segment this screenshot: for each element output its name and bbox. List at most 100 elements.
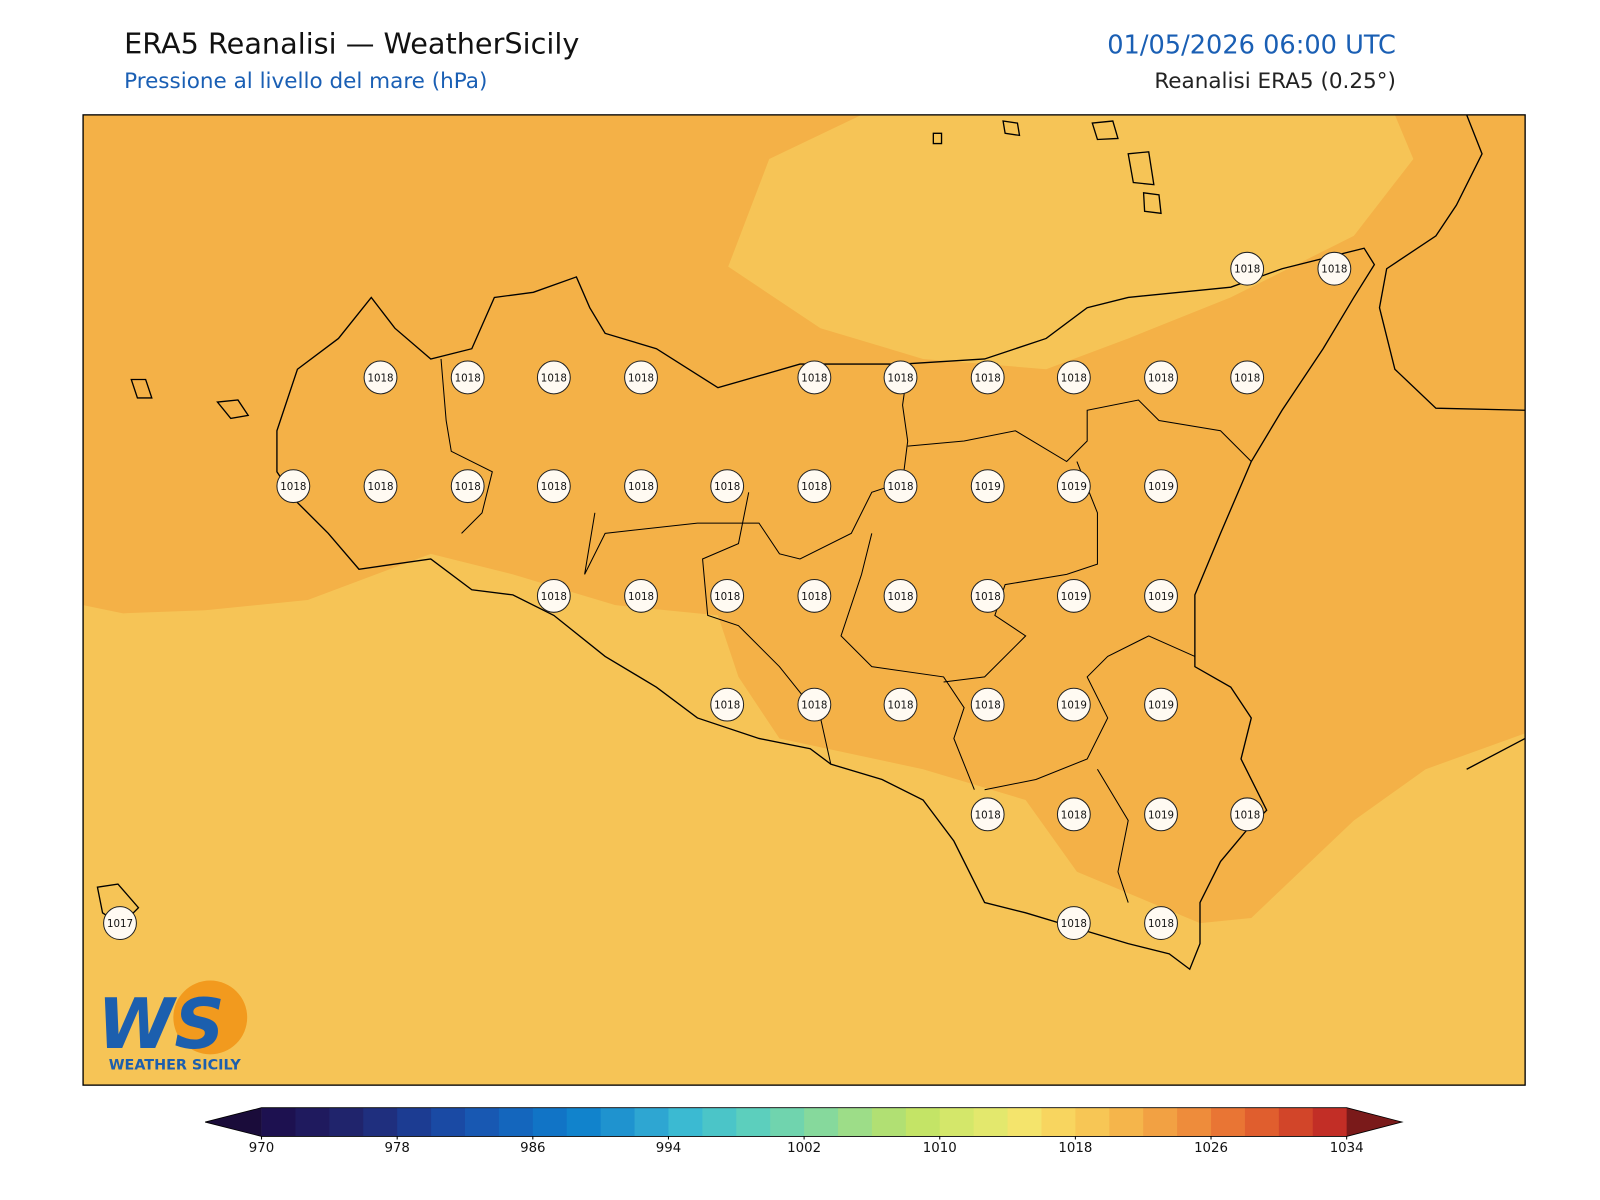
station-value: 1018 <box>628 481 654 493</box>
station: 1018 <box>1144 360 1178 395</box>
station-marker <box>450 469 485 504</box>
colorbar: 970 978 986 994 1002 1010 1018 1026 1034 <box>205 1107 1404 1156</box>
colorbar-bin <box>431 1107 466 1137</box>
colorbar-bin <box>329 1107 364 1137</box>
station-marker <box>883 469 918 504</box>
station-marker <box>1056 906 1091 940</box>
station-marker <box>883 360 918 395</box>
station-value: 1018 <box>541 372 567 384</box>
station: 1018 <box>710 469 745 504</box>
station-marker <box>710 578 745 613</box>
station-marker <box>1056 360 1091 395</box>
colorbar-bin <box>973 1107 1009 1137</box>
colorbar-under <box>205 1107 262 1137</box>
station-marker <box>1056 469 1091 504</box>
station: 1019 <box>1144 797 1178 832</box>
colorbar-bin <box>1278 1107 1314 1137</box>
station-marker <box>536 469 571 504</box>
station: 1018 <box>363 469 398 504</box>
station-value: 1018 <box>887 372 913 384</box>
colorbar-tick-label: 970 <box>249 1141 274 1156</box>
colorbar-bin <box>1312 1107 1348 1137</box>
station: 1018 <box>536 360 571 395</box>
station: 1018 <box>363 360 398 395</box>
station-value: 1019 <box>975 481 1001 493</box>
station: 1018 <box>797 578 832 613</box>
station: 1019 <box>1144 687 1178 722</box>
station: 1018 <box>710 687 745 722</box>
station-marker <box>1144 469 1178 504</box>
station-marker <box>1230 360 1265 395</box>
station-marker <box>624 360 658 395</box>
station-value: 1018 <box>1148 918 1174 930</box>
station-value: 1018 <box>1061 372 1087 384</box>
colorbar-bin <box>939 1107 975 1137</box>
colorbar-bin <box>1244 1107 1280 1137</box>
station: 1018 <box>1056 797 1091 832</box>
colorbar-bin <box>838 1107 873 1137</box>
station: 1018 <box>970 797 1005 832</box>
station-value: 1018 <box>714 700 740 712</box>
colorbar-bin <box>871 1107 907 1137</box>
station-marker <box>1144 687 1178 722</box>
station-value: 1018 <box>975 700 1001 712</box>
station-marker <box>883 687 918 722</box>
station: 1018 <box>1144 906 1178 940</box>
colorbar-tick-label: 978 <box>384 1141 409 1156</box>
station: 1018 <box>536 469 571 504</box>
colorbar-bin <box>1109 1107 1144 1137</box>
colorbar-tick-label: 1010 <box>923 1141 957 1156</box>
colorbar-bin <box>498 1107 534 1137</box>
logo: WS WEATHER SICILY <box>97 980 248 1074</box>
colorbar-bin <box>532 1107 568 1137</box>
station-value: 1017 <box>107 918 133 930</box>
station-value: 1018 <box>714 591 740 603</box>
station-marker <box>1144 578 1178 613</box>
station-marker <box>1317 251 1352 286</box>
station: 1018 <box>536 578 571 613</box>
station-marker <box>970 469 1005 504</box>
colorbar-bin <box>261 1107 296 1137</box>
colorbar-bin <box>736 1107 771 1137</box>
station: 1018 <box>883 360 918 395</box>
station: 1018 <box>1056 906 1091 940</box>
station-marker <box>450 360 485 395</box>
station-marker <box>1056 578 1091 613</box>
station-marker <box>1056 797 1091 832</box>
station: 1018 <box>970 687 1005 722</box>
station-marker <box>624 578 658 613</box>
station-value: 1019 <box>1148 700 1174 712</box>
station: 1018 <box>450 360 485 395</box>
station-value: 1018 <box>975 372 1001 384</box>
station: 1019 <box>1144 578 1178 613</box>
colorbar-tick-label: 1002 <box>787 1141 821 1156</box>
station-value: 1018 <box>1321 264 1347 276</box>
station: 1018 <box>970 360 1005 395</box>
station-value: 1018 <box>714 481 740 493</box>
station: 1018 <box>624 578 658 613</box>
source: Reanalisi ERA5 (0.25°) <box>1154 69 1396 94</box>
colorbar-tick-label: 1018 <box>1058 1141 1092 1156</box>
station-marker <box>363 360 398 395</box>
colorbar-bin <box>397 1107 432 1137</box>
station: 1018 <box>970 578 1005 613</box>
station-value: 1018 <box>801 481 827 493</box>
station: 1019 <box>1056 578 1091 613</box>
datetime: 01/05/2026 06:00 UTC <box>1107 30 1396 60</box>
station-marker <box>797 360 832 395</box>
colorbar-bin <box>1211 1107 1246 1137</box>
colorbar-bin <box>1007 1107 1042 1137</box>
colorbar-tick-label: 1034 <box>1330 1141 1364 1156</box>
station-marker <box>797 469 832 504</box>
map <box>83 114 1526 1086</box>
station-value: 1018 <box>1061 809 1087 821</box>
station: 1018 <box>1230 251 1265 286</box>
map-frame <box>82 114 1526 1086</box>
colorbar-bin <box>1041 1107 1076 1137</box>
station: 1018 <box>276 469 311 504</box>
station-value: 1018 <box>455 481 481 493</box>
station-marker <box>103 906 137 940</box>
station: 1018 <box>883 469 918 504</box>
field-light <box>728 114 1414 370</box>
